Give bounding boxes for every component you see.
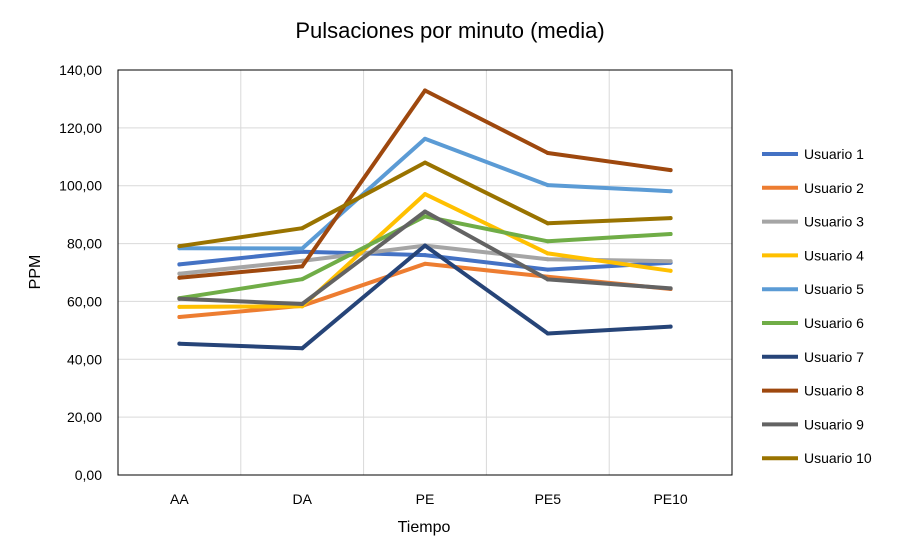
data-point [668,189,673,194]
data-point [668,286,673,291]
x-axis-title: Tiempo [398,519,451,536]
y-tick-label: 0,00 [75,467,102,483]
chart-title: Pulsaciones por minuto (media) [295,18,604,43]
data-point [300,246,305,251]
data-point [300,346,305,351]
data-point [300,302,305,307]
data-point [300,264,305,269]
data-point [545,267,550,272]
x-tick-label: PE5 [535,491,562,507]
data-point [668,324,673,329]
y-tick-label: 60,00 [67,293,102,309]
series-lines [177,88,673,351]
data-point [423,192,427,197]
plot-area-border [117,69,733,476]
data-point [300,249,305,254]
data-point [423,253,427,258]
data-point [177,315,182,320]
x-tick-label: PE10 [653,491,687,507]
y-axis-title: PPM [27,255,44,290]
data-point [668,216,673,221]
data-point [423,261,427,266]
legend-label: Usuario 8 [804,383,864,399]
data-point [668,232,673,237]
data-point [545,331,550,336]
y-tick-label: 20,00 [67,409,102,425]
x-tick-label: PE [416,491,435,507]
legend-label: Usuario 9 [804,416,864,432]
data-point [545,251,550,256]
x-tick-label: DA [292,491,312,507]
data-point [177,304,182,309]
y-tick-label: 120,00 [59,120,102,136]
data-point [177,271,182,276]
y-tick-label: 140,00 [59,62,102,78]
data-point [423,160,427,165]
legend-label: Usuario 10 [804,450,872,466]
legend-label: Usuario 3 [804,214,864,230]
legend: Usuario 1 Usuario 2 Usuario 3 Usuario 4 Usua… [762,146,872,466]
data-point [300,226,305,231]
legend-label: Usuario 6 [804,315,864,331]
data-point [668,259,673,264]
data-point [177,262,182,267]
data-point [177,341,182,346]
data-point [423,88,427,93]
data-point [177,296,182,301]
legend-label: Usuario 2 [804,180,864,196]
legend-label: Usuario 5 [804,281,864,297]
y-axis-ticks: 0,00 20,00 40,00 60,00 80,00 100,00 120,00 140,… [59,62,102,483]
data-point [423,214,427,219]
gridlines [118,69,732,476]
data-point [423,136,427,141]
legend-label: Usuario 4 [804,247,864,263]
data-point [545,239,550,244]
data-point [177,275,182,280]
data-point [545,183,550,188]
y-tick-label: 40,00 [67,351,102,367]
data-point [545,277,550,282]
data-point [545,151,550,156]
data-point [668,268,673,273]
x-tick-label: AA [170,491,189,507]
data-point [300,277,305,282]
y-tick-label: 100,00 [59,178,102,194]
x-axis-ticks: AA DA PE PE5 PE10 [170,491,688,507]
data-point [668,168,673,173]
data-point [545,257,550,262]
data-point [177,244,182,249]
y-tick-label: 80,00 [67,236,102,252]
series-line-10 [177,160,673,249]
data-point [423,209,427,214]
data-point [545,221,550,226]
legend-label: Usuario 7 [804,349,864,365]
data-point [423,243,427,248]
legend-label: Usuario 1 [804,146,864,162]
